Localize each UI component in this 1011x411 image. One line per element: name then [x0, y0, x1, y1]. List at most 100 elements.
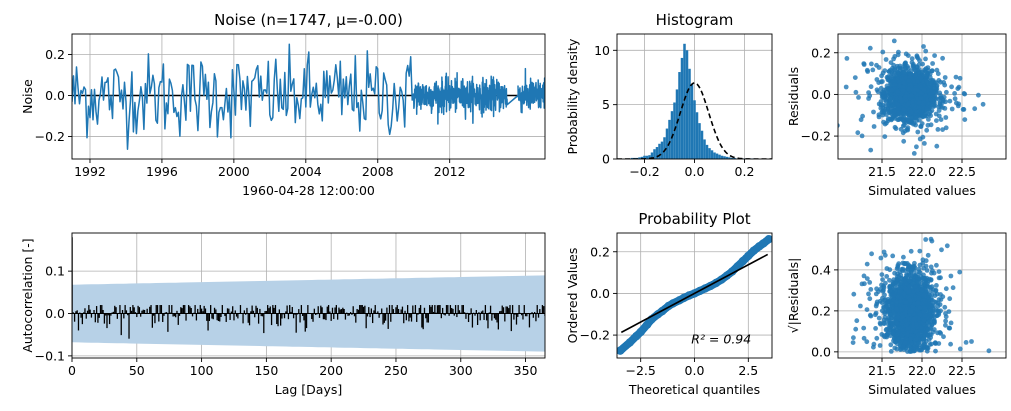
residual-point-1700	[940, 100, 945, 106]
residual-point-1523	[898, 126, 904, 132]
histogram-bar-28	[695, 112, 699, 159]
sqrt-residual-point-1612	[871, 344, 876, 350]
sqrt-residual-point-1468	[891, 277, 897, 282]
residual-point-1706	[867, 45, 873, 51]
qq-anchor-point-22	[738, 256, 748, 266]
histogram-bar-15	[663, 137, 666, 159]
autocorrelation-ytick-label-2: −0.1	[35, 348, 65, 363]
residuals-scatter-ytick-label-0: 0.2	[811, 45, 831, 60]
residual-point-1624	[909, 56, 915, 62]
sqrt-residual-point-1260	[883, 303, 889, 309]
residual-point-1561	[952, 96, 958, 102]
residual-point-1622	[876, 114, 882, 120]
residual-point-1728	[910, 63, 916, 69]
sqrt-residual-point-1735	[868, 287, 874, 292]
residual-point-1680	[914, 144, 919, 150]
residual-point-1724	[914, 54, 920, 60]
residual-point-1684	[868, 84, 874, 90]
sqrt-residual-point-1732	[893, 306, 899, 312]
sqrt-residual-point-1474	[910, 304, 916, 309]
histogram-panel: −0.2 0.0 0.2 0 5 10 Histogram Probability densi…	[565, 11, 773, 179]
histogram-bar-35	[713, 152, 716, 159]
sqrt-residual-point-1516	[882, 252, 888, 258]
sqrt-residual-point-1683	[887, 288, 893, 294]
sqrt-residual-point-1505	[902, 261, 907, 267]
autocorrelation-ytick-label-0: 0.1	[45, 264, 65, 279]
sqrt-residual-point-1462	[903, 336, 909, 341]
sqrt-residual-point-1715	[907, 297, 913, 303]
histogram-bar-24	[685, 50, 689, 159]
sqrt-residual-point-1032	[876, 315, 882, 321]
residual-point-1629	[880, 79, 885, 84]
sqrt-residual-point-1441	[890, 322, 895, 328]
histogram-bar-42	[730, 157, 734, 159]
histogram-bar-31	[703, 139, 706, 159]
residual-point-1675	[913, 115, 919, 120]
residual-point-1674	[880, 109, 885, 115]
noise-xtick-label-4: 2008	[362, 164, 394, 179]
sqrt-residual-point-1745	[913, 284, 918, 289]
sqrt-residual-point-1581	[892, 270, 897, 276]
sqrt-residual-point-1532	[831, 303, 836, 308]
residual-point-1711	[886, 74, 892, 79]
sqrt-residual-point-1632	[901, 278, 907, 284]
residual-point-1556	[838, 123, 840, 128]
residual-point-1659	[972, 106, 978, 112]
residual-point-1632	[843, 84, 849, 90]
sqrt-residual-point-1736	[963, 340, 969, 345]
histogram-bar-33	[708, 148, 711, 159]
autocorrelation-ytick-label-1: 0.0	[45, 306, 65, 321]
histogram-bar-29	[698, 123, 701, 159]
sqrt-residuals-scatter-plot-area	[831, 236, 992, 354]
sqrt-residuals-scatter-xlabel: Simulated values	[868, 382, 976, 397]
residual-point-1714	[934, 86, 940, 92]
sqrt-residual-point-1477	[919, 287, 925, 293]
residuals-scatter-ylabel: Residuals	[786, 67, 801, 126]
residual-point-1733	[879, 94, 885, 100]
sqrt-residual-point-1593	[864, 339, 870, 345]
histogram-ytick-label-2: 10	[594, 43, 610, 58]
sqrt-residual-point-1650	[902, 309, 908, 315]
sqrt-residual-point-1656	[878, 255, 884, 261]
residual-point-1536	[925, 122, 931, 128]
residual-point-1657	[895, 89, 901, 94]
histogram-bar-13	[658, 143, 661, 159]
residual-point-564	[874, 87, 880, 93]
residual-point-1631	[952, 91, 957, 96]
sqrt-residual-point-1695	[884, 274, 890, 279]
residual-point-1614	[940, 127, 945, 132]
residuals-scatter-xlabel: Simulated values	[868, 183, 976, 198]
autocorrelation-xtick-label-0: 0	[68, 363, 76, 378]
sqrt-residual-point-1694	[922, 313, 928, 318]
residual-point-1729	[947, 98, 953, 104]
sqrt-residual-point-1626	[851, 291, 857, 297]
sqrt-residual-point-1668	[912, 345, 918, 350]
histogram-xtick-label-2: 0.2	[735, 164, 755, 179]
sqrt-residual-point-335	[873, 326, 878, 331]
histogram-bar-22	[680, 57, 684, 159]
sqrt-residual-point-1709	[929, 304, 934, 310]
residual-point-1339	[910, 121, 916, 127]
probability-plot-plot-area	[617, 235, 772, 355]
residual-point-1721	[888, 99, 893, 105]
sqrt-residual-point-1348	[907, 284, 913, 289]
residual-point-1740	[918, 96, 924, 101]
probability-plot-title: Probability Plot	[638, 210, 750, 228]
histogram-bar-38	[720, 155, 724, 159]
histogram-bar-27	[693, 100, 696, 159]
histogram-xtick-label-1: 0.0	[685, 164, 705, 179]
residual-point-1528	[868, 147, 874, 153]
sqrt-residual-point-1644	[851, 335, 856, 341]
residual-point-1540	[976, 92, 981, 98]
residual-point-1585	[940, 105, 945, 110]
sqrt-residual-point-1712	[902, 318, 908, 323]
residual-point-1642	[906, 86, 912, 92]
sqrt-residual-point-1574	[877, 343, 883, 348]
sqrt-residuals-scatter-xtick-label-2: 22.5	[948, 363, 976, 378]
histogram-bar-5	[638, 157, 641, 159]
sqrt-residual-point-1649	[913, 337, 919, 342]
sqrt-residual-point-1556	[948, 320, 954, 326]
sqrt-residual-point-1631	[947, 296, 953, 302]
sqrt-residual-point-1501	[969, 339, 974, 344]
probability-plot-xtick-label-1: 0.0	[685, 363, 705, 378]
